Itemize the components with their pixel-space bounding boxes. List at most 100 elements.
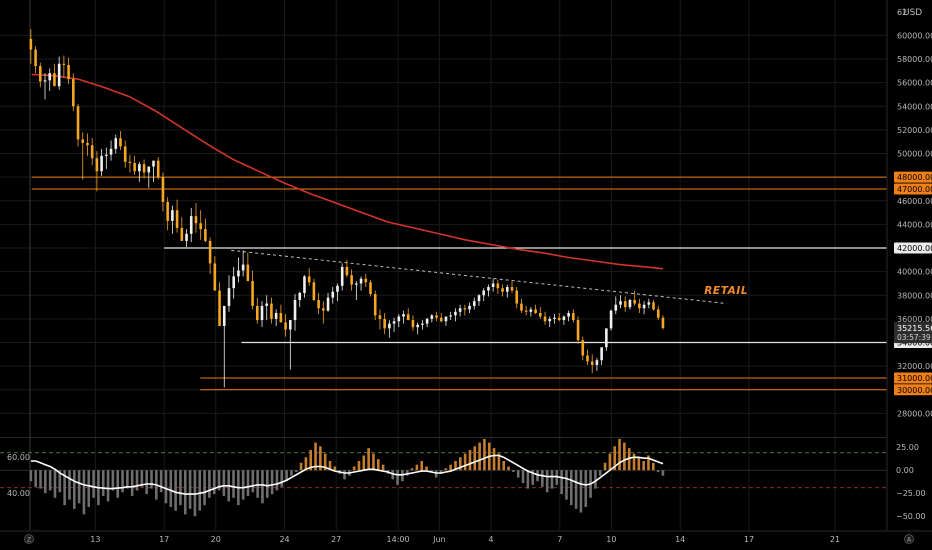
osc-bar xyxy=(101,470,105,496)
price-tag-box xyxy=(894,372,932,384)
osc-bar xyxy=(608,453,612,471)
candle-body xyxy=(392,321,396,324)
candle-body xyxy=(43,80,47,82)
osc-bar xyxy=(77,470,81,504)
osc-bar xyxy=(391,470,395,480)
candle-body xyxy=(298,292,302,300)
candle-body xyxy=(581,340,585,356)
candle-body xyxy=(90,145,94,159)
osc-bar xyxy=(106,470,110,502)
price-tags: 48000.0047000.0042000.0034000.0031000.00… xyxy=(894,171,932,396)
candles xyxy=(29,29,665,388)
osc-bar xyxy=(637,457,641,471)
oscillator-axis[interactable]: 25.00 0.00 −25.00 −50.00 xyxy=(896,443,926,521)
osc-bar xyxy=(145,470,148,495)
osc-bar xyxy=(309,449,313,471)
candle-body xyxy=(623,301,627,308)
candle-body xyxy=(524,310,528,312)
price-tick-label: 56000.00 xyxy=(897,79,932,88)
osc-bar xyxy=(343,470,346,480)
candle-body xyxy=(86,142,89,146)
candle-body xyxy=(642,304,646,309)
osc-bar xyxy=(29,470,33,482)
osc-bar xyxy=(299,462,303,471)
osc-bar xyxy=(598,470,602,476)
osc-bar xyxy=(410,468,414,471)
osc-bar xyxy=(357,461,361,471)
candle-body xyxy=(656,309,660,318)
osc-bar xyxy=(116,470,120,498)
time-axis[interactable]: 13 17 20 24 27 14:00 Jun 4 7 10 14 17 21 xyxy=(0,530,932,544)
osc-bar xyxy=(217,470,221,491)
osc-bar xyxy=(483,438,486,471)
candle-body xyxy=(105,154,108,156)
osc-bar xyxy=(294,470,298,473)
candle-body xyxy=(439,317,443,322)
osc-bar xyxy=(323,453,327,471)
candle-body xyxy=(539,312,542,317)
osc-bar xyxy=(68,470,71,500)
osc-bar xyxy=(111,470,115,491)
candle-body xyxy=(307,276,311,283)
candle-body xyxy=(487,287,490,291)
candle-body xyxy=(147,166,151,173)
candle-body xyxy=(133,162,136,172)
trendline[interactable] xyxy=(231,249,727,305)
candle-body xyxy=(425,318,429,324)
candle-body xyxy=(590,361,594,365)
osc-bar xyxy=(401,470,404,482)
osc-bar xyxy=(565,470,568,500)
candle-body xyxy=(29,38,33,50)
osc-bar xyxy=(541,470,544,487)
osc-bar xyxy=(48,470,52,491)
candle-body xyxy=(34,49,37,67)
osc-bar xyxy=(121,470,124,493)
candle-body xyxy=(619,301,622,305)
osc-bar xyxy=(444,468,448,471)
price-tick-label: 52000.00 xyxy=(897,126,932,135)
osc-bar xyxy=(222,470,226,496)
time-tick-label: 24 xyxy=(279,535,289,544)
candle-body xyxy=(388,323,391,329)
candle-body xyxy=(534,309,537,313)
osc-bar xyxy=(53,470,57,498)
osc-bar xyxy=(512,470,515,473)
osc-bar xyxy=(478,442,481,471)
osc-bar xyxy=(290,470,293,476)
osc-bar xyxy=(656,470,660,473)
auto-scale-icon[interactable] xyxy=(904,534,914,544)
price-tick-label: 40000.00 xyxy=(897,268,932,277)
price-levels[interactable] xyxy=(31,176,887,391)
price-tick-label: 32000.00 xyxy=(897,362,932,371)
candle-body xyxy=(185,233,188,241)
candle-body xyxy=(95,158,99,172)
price-tag-label: 31000.00 xyxy=(897,374,932,383)
candle-body xyxy=(166,201,169,221)
candle-body xyxy=(614,304,618,311)
osc-bar xyxy=(526,470,530,489)
time-tick-label: 14:00 xyxy=(387,535,410,544)
osc-bar xyxy=(188,470,192,509)
candle-body xyxy=(557,317,561,321)
osc-bar xyxy=(261,470,264,504)
osc-bar xyxy=(405,470,409,476)
osc-bar xyxy=(328,461,332,471)
timezone-icon[interactable] xyxy=(24,534,34,544)
osc-bar xyxy=(135,470,139,491)
osc-bar xyxy=(58,470,62,493)
candle-body xyxy=(510,287,514,291)
osc-bar xyxy=(603,462,607,471)
candle-body xyxy=(232,276,235,289)
price-tick-label: 28000.00 xyxy=(897,409,932,418)
osc-bar xyxy=(584,470,588,507)
osc-bar xyxy=(463,453,467,471)
price-axis[interactable]: 28000.0030000.0032000.0034000.0036000.00… xyxy=(886,0,932,530)
candle-body xyxy=(317,299,320,309)
candle-body xyxy=(482,290,486,296)
osc-bar xyxy=(574,470,578,509)
price-tick-label: 50000.00 xyxy=(897,150,932,159)
price-tick-label: 44000.00 xyxy=(897,220,932,229)
trendline-dashed xyxy=(231,249,727,305)
osc-bar xyxy=(34,470,37,487)
